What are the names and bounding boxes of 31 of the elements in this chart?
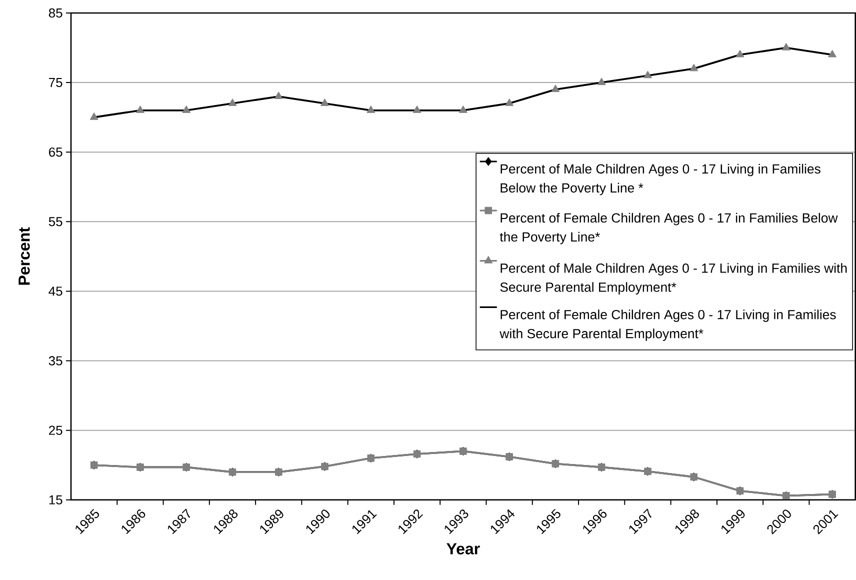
point <box>505 98 514 106</box>
y-tick-label: 15 <box>49 495 62 504</box>
point <box>90 112 98 120</box>
x-axis-title: Year <box>446 543 480 555</box>
point <box>643 70 652 78</box>
legend-label: Percent of Male Children Ages 0 - 17 Living in Families Below the Poverty Line * <box>500 164 820 196</box>
point <box>228 98 237 106</box>
y-tick-label: 55 <box>48 217 62 226</box>
point <box>182 106 191 113</box>
point <box>366 106 376 113</box>
legend-label: Percent of Male Children Ages 0 - 17 Living in Families with Secure Parental Employment* <box>500 263 847 295</box>
y-tick-label: 25 <box>48 426 62 435</box>
y-tick-label: 65 <box>48 148 62 157</box>
point <box>690 64 698 72</box>
point <box>412 106 422 113</box>
legend-label: Percent of Female Children Ages 0 - 17 Living in Families with Secure Parental Employment* <box>500 310 836 341</box>
point <box>136 106 144 113</box>
point <box>551 84 560 92</box>
point <box>458 106 468 113</box>
legend-label: Percent of Female Children Ages 0 - 17 in Families Below the Poverty Line* <box>500 212 838 244</box>
point <box>597 78 606 86</box>
point <box>782 42 790 50</box>
y-tick-label: 75 <box>49 78 62 88</box>
point <box>320 98 329 106</box>
y-tick-label: 45 <box>48 286 62 296</box>
y-tick-label: 35 <box>48 356 62 366</box>
point <box>274 92 283 100</box>
y-axis-title: Percent <box>18 227 30 285</box>
point <box>828 50 837 58</box>
y-tick-label: 85 <box>48 8 62 18</box>
point <box>736 50 744 58</box>
